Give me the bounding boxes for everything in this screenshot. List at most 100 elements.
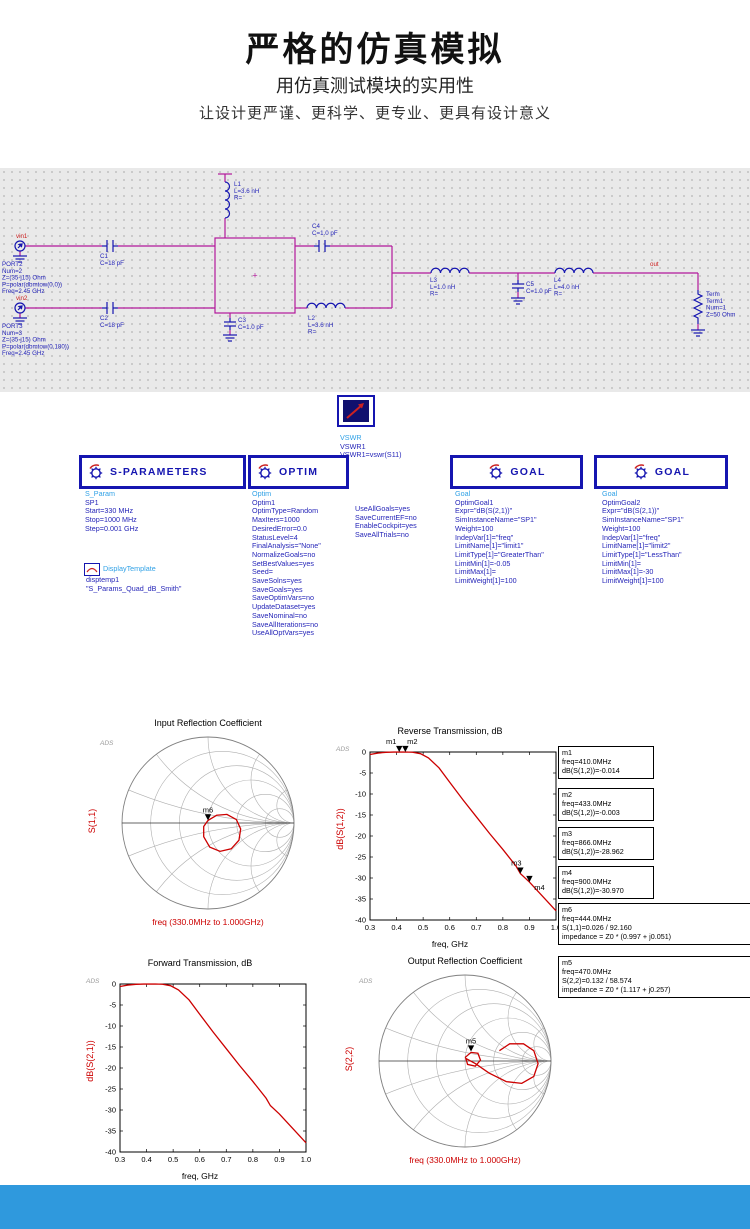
component-label: PORT3 Num=3 Z=(35-j15) Ohm P=polar(dbmtow(0… — [2, 323, 69, 357]
part-cap_h — [314, 240, 330, 252]
marker-readout-line: impedance = Z0 * (0.997 + j0.051) — [562, 931, 672, 941]
param-line: LimitWeight[1]=100 — [455, 576, 517, 586]
controller-label: GOAL — [510, 466, 546, 478]
part-cap_h — [102, 240, 118, 252]
param-line: IndepVar[1]="freq" — [602, 532, 661, 542]
x-axis-label: freq, GHz — [431, 939, 469, 949]
marker-readout-m4: m4 freq=900.0MHz dB(S(1,2))=-30.970 — [558, 866, 654, 899]
marker-readout-m3: m3 freq=866.0MHz dB(S(1,2))=-28.962 — [558, 827, 654, 860]
part-gnd — [13, 255, 27, 263]
display-template-line: "S_Params_Quad_dB_Smith" — [86, 583, 182, 593]
net-label: vin1 — [16, 233, 28, 240]
plot-frame — [119, 983, 307, 1153]
gear-icon — [258, 464, 272, 480]
param-line: S_Param — [85, 489, 115, 498]
goal1-controller-block: GOAL — [450, 455, 583, 489]
marker-label: m1 — [386, 738, 396, 746]
y-tick-label: -25 — [105, 1085, 116, 1094]
marker-readout-line: freq=900.0MHz — [562, 876, 612, 886]
page-title: 严格的仿真模拟 — [245, 31, 505, 69]
param-line: SaveOptimVars=no — [252, 593, 314, 603]
param-line: LimitType[1]="LessThan" — [602, 549, 682, 559]
chart-title: Output Reflection Coefficient — [407, 956, 523, 966]
y-tick-label: -40 — [355, 916, 366, 925]
param-line: Weight=100 — [455, 523, 494, 533]
display-template-block: DisplayTemplate disptemp1 "S_Params_Quad_… — [84, 563, 181, 593]
page-subtitle: 用仿真测试模块的实用性 — [276, 76, 474, 96]
param-line: Stop=1000 MHz — [85, 515, 137, 525]
y-tick-label: -30 — [105, 1106, 116, 1115]
param-line: Expr="dB(S(2,1))" — [602, 506, 660, 516]
param-line: SaveAllIterations=no — [252, 619, 319, 629]
param-line: LimitMin[1]= — [602, 558, 641, 568]
marker-readout-line: S(2,2)=0.132 / 58.574 — [562, 975, 632, 985]
param-line: Seed= — [252, 567, 273, 577]
x-tick-label: 0.9 — [274, 1155, 284, 1164]
x-tick-label: 0.5 — [168, 1155, 178, 1164]
param-line: FinalAnalysis="None" — [252, 541, 321, 551]
y-tick-label: -30 — [355, 874, 366, 883]
param-line: SimInstanceName="SP1" — [602, 515, 684, 525]
ads-watermark: ADS — [86, 978, 100, 985]
component-label: C4 C=1.0 pF — [312, 223, 338, 237]
marker-m3 — [517, 867, 524, 874]
param-line: UseAllGoals=yes — [355, 504, 410, 513]
part-res_v — [692, 290, 704, 324]
x-tick-label: 1.0 — [551, 923, 561, 932]
param-line: MaxIters=1000 — [252, 515, 300, 525]
goal1-settings: Goal OptimGoal1 Expr="dB(S(2,1))" SimInstan… — [455, 489, 544, 586]
component-label: C5 C=1.0 pF — [526, 281, 552, 295]
chart-title: Input Reflection Coefficient — [154, 718, 262, 728]
marker-label: m6 — [203, 805, 213, 814]
marker-readout-line: m3 — [562, 829, 572, 838]
x-tick-label: 0.7 — [221, 1155, 231, 1164]
vswr-text: VSWR VSWR1 VSWR1=vswr(S11) — [340, 433, 402, 460]
gear-icon — [89, 464, 103, 480]
smith-grid — [378, 974, 552, 1148]
x-tick-label: 0.3 — [365, 923, 375, 932]
chart-output-reflection: Output Reflection Coefficient ADS S(2,2)… — [335, 956, 595, 1165]
x-tick-label: 0.6 — [194, 1155, 204, 1164]
display-template-line: disptemp1 — [86, 575, 120, 584]
x-tick-label: 1.0 — [301, 1155, 311, 1164]
marker-m5 — [467, 1045, 475, 1052]
x-tick-label: 0.8 — [248, 1155, 258, 1164]
param-line: Expr="dB(S(2,1))" — [455, 506, 513, 516]
y-tick-label: -35 — [105, 1127, 116, 1136]
controller-label: OPTIM — [279, 466, 319, 478]
page-tagline: 让设计更严谨、更科学、更专业、更具有设计意义 — [198, 105, 551, 122]
param-line: Optim — [252, 489, 272, 498]
marker-readout-line: dB(S(1,2))=-28.962 — [562, 846, 624, 856]
param-line: NormalizeGoals=no — [252, 549, 316, 559]
chart-reverse-transmission: Reverse Transmission, dB ADS dB(S(1,2)) … — [330, 726, 570, 949]
y-tick-label: -20 — [105, 1064, 116, 1073]
param-line: OptimGoal1 — [455, 497, 494, 507]
vswr-icon — [337, 395, 375, 427]
line-chart: 0.3 0.4 0.5 0.6 0.7 0.8 0.9 1.0 0 -5 -10 -15 -20 -25 -… — [355, 738, 561, 932]
marker-m2 — [402, 745, 409, 753]
marker-readout-line: m2 — [562, 790, 572, 799]
optim-settings: Optim Optim1 OptimType=Random MaxIters=1000… — [252, 489, 321, 638]
param-line: SP1 — [85, 497, 99, 507]
marker-readout-m1: m1 freq=410.0MHz dB(S(1,2))=-0.014 — [558, 746, 654, 779]
vswr-meas-block: VSWR VSWR1 VSWR1=vswr(S11) — [337, 395, 402, 460]
part-gnd — [691, 329, 705, 337]
y-tick-label: -40 — [105, 1148, 116, 1157]
marker-readout-line: m4 — [562, 868, 572, 877]
component-label: C3 C=1.0 pF — [238, 317, 264, 331]
ads-watermark: ADS — [100, 740, 114, 747]
param-line: SaveGoals=yes — [252, 584, 303, 594]
display-template-text: disptemp1 "S_Params_Quad_dB_Smith" — [86, 575, 182, 593]
vswr-line: VSWR1=vswr(S11) — [340, 450, 402, 460]
marker-readout-line: m6 — [562, 905, 572, 914]
marker-readout-m5: m5 freq=470.0MHz S(2,2)=0.132 / 58.574 impe… — [558, 956, 750, 998]
param-line: SaveSolns=yes — [252, 576, 302, 586]
trace — [203, 813, 242, 853]
param-line: Step=0.001 GHz — [85, 523, 139, 533]
display-template-label: DisplayTemplate — [103, 564, 156, 574]
part-ind_h — [430, 267, 470, 274]
net-label: out — [650, 261, 659, 268]
component-label: L3 L=1.0 nH R= — [430, 277, 455, 298]
optim-controller-block: OPTIM — [248, 455, 349, 489]
param-line: LimitMax[1]=-30 — [602, 567, 654, 577]
